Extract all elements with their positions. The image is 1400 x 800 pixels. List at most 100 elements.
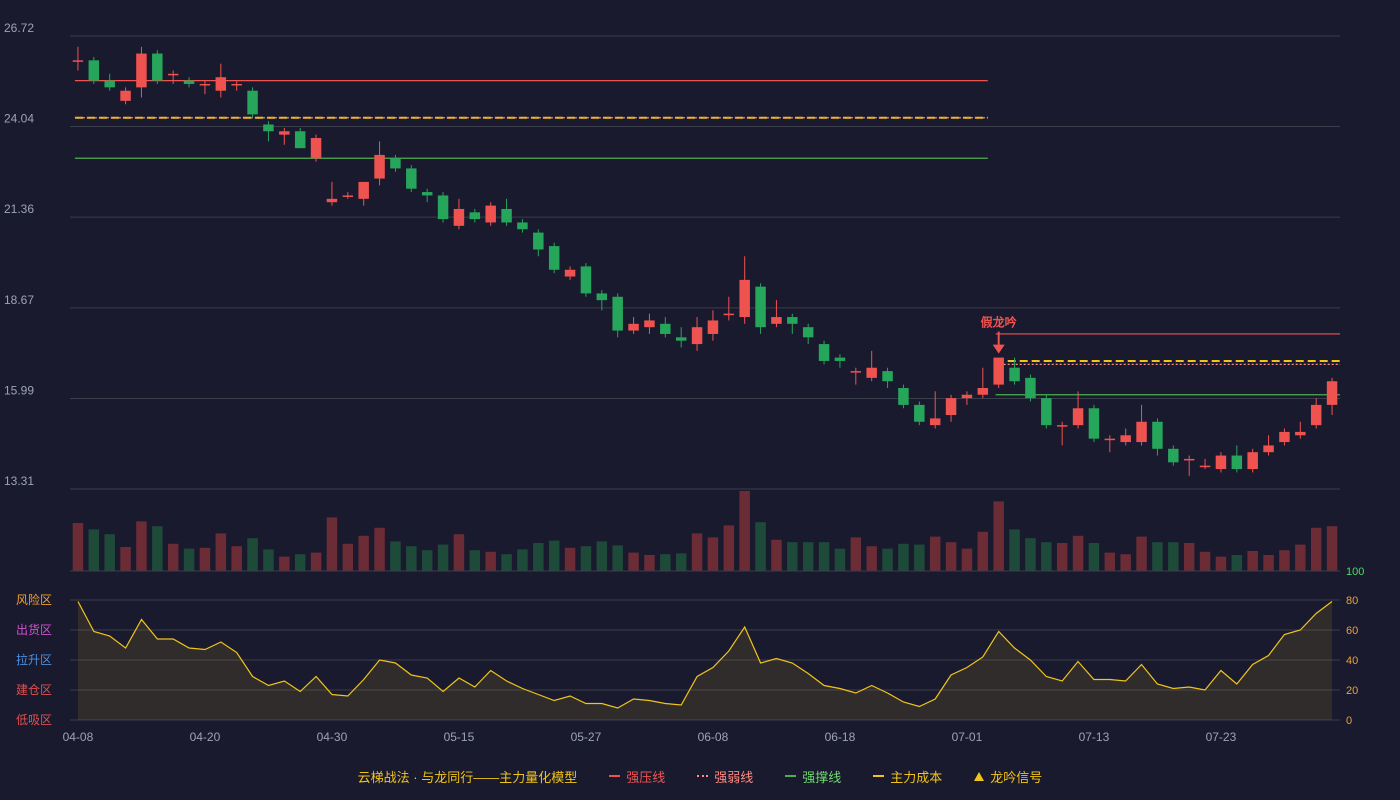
candle — [374, 141, 385, 186]
zone-label: 出货区 — [16, 622, 52, 637]
x-tick-label: 07-23 — [1206, 730, 1237, 744]
x-tick-label: 06-08 — [698, 730, 729, 744]
candle — [215, 63, 227, 98]
candle — [802, 323, 814, 345]
candle — [961, 391, 973, 405]
level-lines — [74, 79, 1340, 396]
candle — [739, 256, 750, 324]
volume-bar — [517, 549, 528, 571]
candle-body — [1199, 465, 1211, 468]
candle — [977, 367, 989, 399]
candle-body — [517, 222, 528, 230]
volume-bar — [421, 550, 433, 571]
zone-label: 风险区 — [16, 592, 52, 607]
price-tick-label: 18.67 — [4, 293, 34, 307]
indicator-tick-label: 0 — [1346, 715, 1352, 727]
candle-body — [882, 371, 893, 382]
price-tick-label: 21.36 — [4, 202, 34, 216]
volume-bar — [850, 537, 862, 571]
volume-bar — [358, 535, 369, 571]
signal-label: 假龙吟 — [981, 315, 1017, 330]
candle-body — [215, 77, 227, 91]
candle — [183, 77, 195, 88]
x-tick-label: 07-13 — [1079, 730, 1110, 744]
volume-bar — [929, 536, 941, 571]
candle — [517, 219, 528, 233]
candle-body — [1088, 408, 1100, 439]
volume-bar — [374, 527, 385, 571]
candle — [152, 50, 163, 84]
candle — [485, 202, 496, 226]
candle — [231, 80, 242, 91]
candle — [88, 56, 100, 84]
candle-body — [247, 90, 258, 115]
candle — [72, 46, 84, 71]
volume-bar — [533, 543, 544, 571]
signal-arrow-icon — [992, 344, 1005, 354]
candle — [755, 283, 766, 334]
volume-bar — [1009, 529, 1020, 571]
candle-body — [199, 83, 211, 86]
candle-body — [183, 80, 195, 84]
candle — [437, 192, 449, 223]
candle — [644, 313, 655, 334]
volume-bar — [723, 525, 735, 571]
volume-bar — [914, 544, 925, 571]
candle-body — [469, 212, 481, 220]
price-tick-label: 15.99 — [4, 383, 34, 397]
candle-body — [787, 317, 798, 324]
candle — [564, 266, 576, 280]
candle — [390, 154, 401, 172]
candle-body — [1056, 425, 1068, 427]
x-tick-label: 06-18 — [825, 730, 856, 744]
candle-body — [1279, 431, 1290, 443]
candle-body — [1310, 404, 1322, 426]
candle-body — [834, 357, 846, 361]
volume-bar — [628, 552, 639, 571]
volume-bar — [898, 543, 909, 571]
candle — [612, 293, 623, 338]
candle — [1009, 357, 1020, 385]
candle — [406, 165, 417, 193]
indicator-tick-label: 80 — [1346, 595, 1358, 607]
candle — [771, 300, 782, 328]
candle — [1295, 421, 1306, 439]
candle-body — [1326, 381, 1338, 405]
candle-body — [929, 418, 941, 426]
candle-body — [406, 168, 417, 189]
volume-bar — [755, 522, 766, 571]
price-grid: 26.72 24.04 21.36 18.67 15.99 13.31 — [4, 21, 1340, 490]
candle-body — [1041, 398, 1052, 426]
candle-body — [326, 198, 338, 203]
candle — [358, 181, 369, 206]
candle — [342, 192, 354, 199]
legend-label: 强压线 — [626, 769, 666, 785]
volume-bar — [247, 538, 258, 571]
candle — [1263, 435, 1274, 456]
candle — [850, 367, 862, 385]
volume-bar — [1041, 542, 1052, 571]
volume-bar — [1168, 542, 1179, 571]
candle-body — [374, 154, 385, 179]
legend-label: 强撑线 — [802, 769, 842, 785]
candle-body — [771, 317, 782, 324]
candle-body — [580, 266, 592, 294]
volume-bar — [294, 554, 306, 571]
candle — [993, 357, 1004, 388]
candle — [691, 317, 703, 351]
indicator-area — [78, 601, 1332, 720]
candle-body — [691, 327, 703, 345]
candle — [1136, 404, 1147, 446]
candle-body — [279, 131, 290, 135]
candle-body — [167, 73, 179, 76]
volume-bar — [1279, 550, 1290, 571]
volume-bar — [183, 548, 195, 571]
candle — [1088, 404, 1100, 443]
candle — [675, 327, 687, 348]
candle — [723, 296, 735, 321]
candle-body — [120, 90, 131, 101]
candle-body — [802, 327, 814, 338]
volume-bar — [993, 501, 1004, 571]
candle-body — [548, 246, 560, 270]
